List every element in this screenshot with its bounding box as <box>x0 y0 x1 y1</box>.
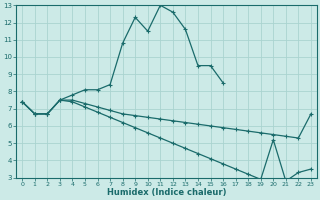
X-axis label: Humidex (Indice chaleur): Humidex (Indice chaleur) <box>107 188 226 197</box>
